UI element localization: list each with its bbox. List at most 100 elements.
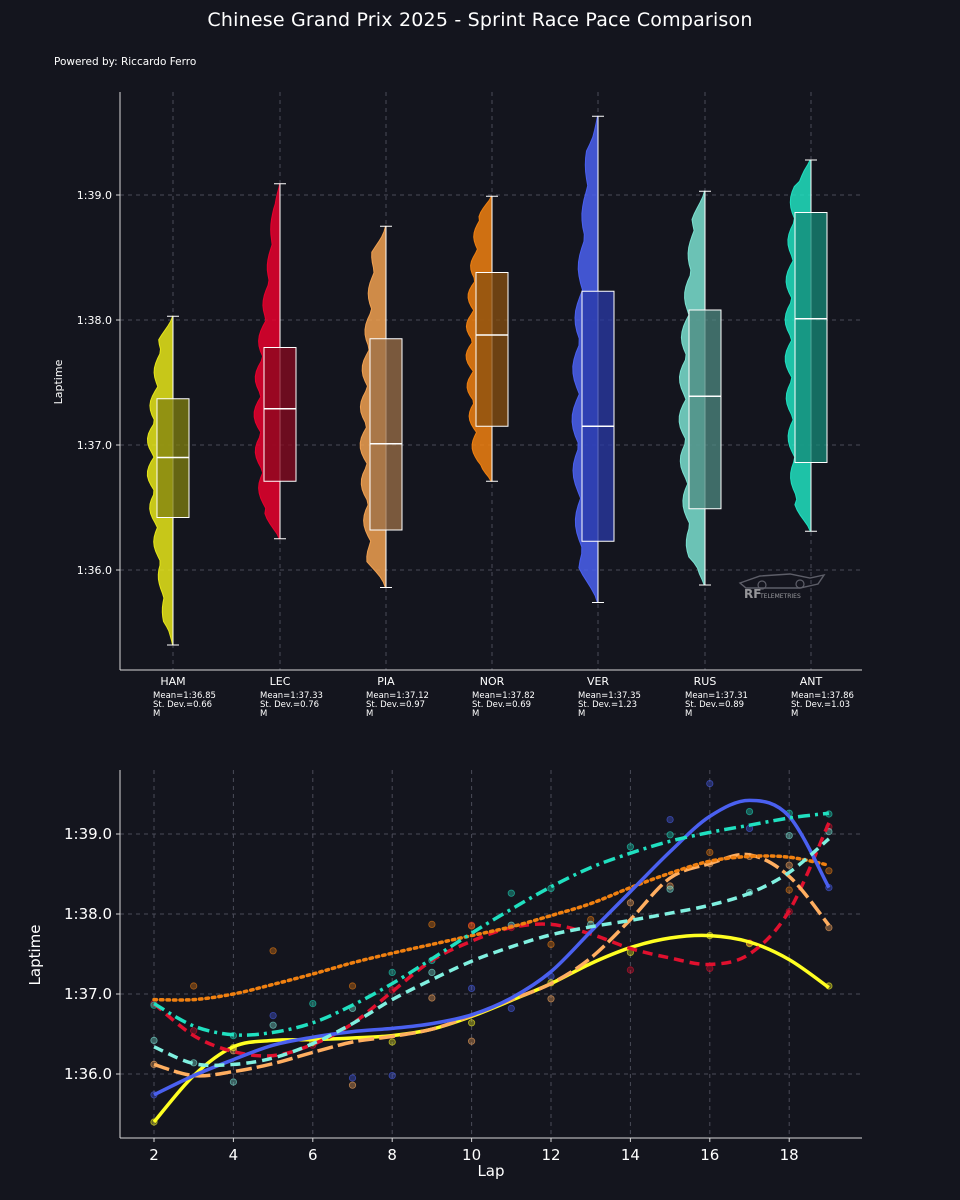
series-line-rus [153, 837, 831, 1068]
lap-point [706, 931, 714, 940]
lap-point [309, 1041, 317, 1049]
lap-point [547, 884, 555, 893]
chart1-ytick-label: 1:38.0 [77, 314, 112, 327]
lap-point [745, 852, 754, 861]
lap-point [388, 968, 396, 977]
driver-mean-label: Mean=1:37.86 [791, 691, 854, 701]
lap-point [507, 889, 515, 897]
chart2-xtick-label: 2 [149, 1146, 159, 1164]
lap-point [666, 815, 674, 824]
box-ver [581, 290, 615, 542]
driver-mean-label: Mean=1:37.33 [260, 691, 323, 701]
chart2-lines [152, 798, 831, 1124]
lap-point [547, 979, 555, 987]
lap-point [467, 984, 476, 993]
lap-point [190, 1059, 198, 1067]
violin-box-chart: 1:36.01:37.01:38.01:39.0HAMMean=1:36.85S… [52, 92, 862, 719]
driver-mean-label: Mean=1:36.85 [153, 691, 216, 701]
chart2-ytick-label: 1:39.0 [64, 825, 112, 843]
chart2-grid [120, 770, 862, 1138]
lap-point [309, 999, 317, 1008]
lap-point [745, 939, 754, 948]
series-line-lec [152, 822, 831, 1058]
lap-point [626, 843, 635, 851]
chart2-xtick-label: 4 [229, 1146, 239, 1164]
lap-point [150, 1118, 158, 1126]
driver-std-label: St. Dev.=0.89 [685, 700, 744, 710]
lap-point [348, 1074, 357, 1082]
lap-point [745, 824, 754, 833]
watermark-logo: RF TELEMETRIES [738, 573, 826, 601]
driver-mean-label: Mean=1:37.31 [685, 691, 748, 701]
chart1-ylabel: Laptime [52, 359, 65, 404]
chart2-ytick-label: 1:38.0 [64, 905, 112, 923]
lap-point [467, 922, 476, 930]
lap-point [348, 1081, 357, 1089]
lap-point [467, 921, 476, 929]
lap-point [190, 1027, 198, 1035]
lap-point [428, 920, 436, 929]
chart2-ytick-label: 1:37.0 [64, 985, 112, 1003]
chart2-ytick-label: 1:36.0 [64, 1065, 112, 1083]
lap-point [388, 986, 396, 994]
driver-extra-label: M [791, 709, 798, 719]
lap-point [825, 923, 833, 932]
lap-point [825, 982, 833, 990]
lap-point [269, 947, 277, 955]
chart1-axes: 1:36.01:37.01:38.01:39.0HAMMean=1:36.85S… [77, 92, 862, 719]
lap-point [507, 923, 515, 932]
lap-point [785, 831, 793, 840]
series-line-ant [153, 811, 830, 1037]
lap-point [229, 1032, 237, 1040]
chart2-xtick-label: 8 [387, 1146, 397, 1164]
box-lec [263, 347, 297, 482]
lap-point [150, 1001, 158, 1009]
lap-point [825, 827, 833, 836]
lap-point [785, 861, 793, 869]
lap-point [467, 1037, 476, 1045]
lap-point [825, 867, 833, 875]
chart2-xtick-label: 18 [780, 1146, 799, 1164]
lap-point [666, 882, 674, 890]
chart1-xtick-label: VER [587, 675, 609, 688]
chart2-xtick-label: 6 [308, 1146, 318, 1164]
chart1-xtick-label: NOR [480, 675, 505, 688]
box-nor [475, 272, 509, 427]
lap-point [547, 995, 555, 1003]
lap-point [666, 831, 674, 839]
lap-point [269, 1011, 277, 1020]
lap-point [428, 994, 436, 1002]
lap-point [150, 1060, 158, 1069]
lap-point [428, 968, 436, 977]
series-line-ver [153, 798, 831, 1097]
lap-point [706, 964, 714, 973]
driver-std-label: St. Dev.=0.97 [366, 700, 425, 710]
chart2-xtick-label: 10 [462, 1146, 481, 1164]
driver-std-label: St. Dev.=0.76 [260, 700, 319, 710]
lap-point [666, 885, 674, 893]
driver-extra-label: M [472, 709, 479, 719]
driver-extra-label: M [578, 709, 585, 719]
lap-point [706, 848, 714, 857]
lap-point [745, 888, 754, 897]
series-line-ham [152, 933, 830, 1124]
lap-point [348, 1004, 357, 1013]
box-ant [794, 212, 828, 463]
lap-point [150, 1091, 158, 1099]
lap-point [229, 1078, 237, 1086]
lap-point [507, 921, 515, 929]
chart1-ytick-label: 1:39.0 [77, 189, 112, 202]
lap-point [706, 779, 714, 788]
chart1-xtick-label: RUS [694, 675, 717, 688]
lap-point [745, 939, 754, 947]
lap-point [626, 966, 635, 974]
lap-point [587, 924, 595, 933]
lap-point [706, 859, 714, 868]
lap-point [785, 907, 793, 916]
driver-extra-label: M [153, 709, 160, 719]
driver-std-label: St. Dev.=0.66 [153, 700, 212, 710]
lap-point [785, 809, 793, 817]
lap-point [229, 1047, 237, 1055]
chart1-ytick-label: 1:36.0 [77, 564, 112, 577]
lap-point [428, 956, 436, 965]
